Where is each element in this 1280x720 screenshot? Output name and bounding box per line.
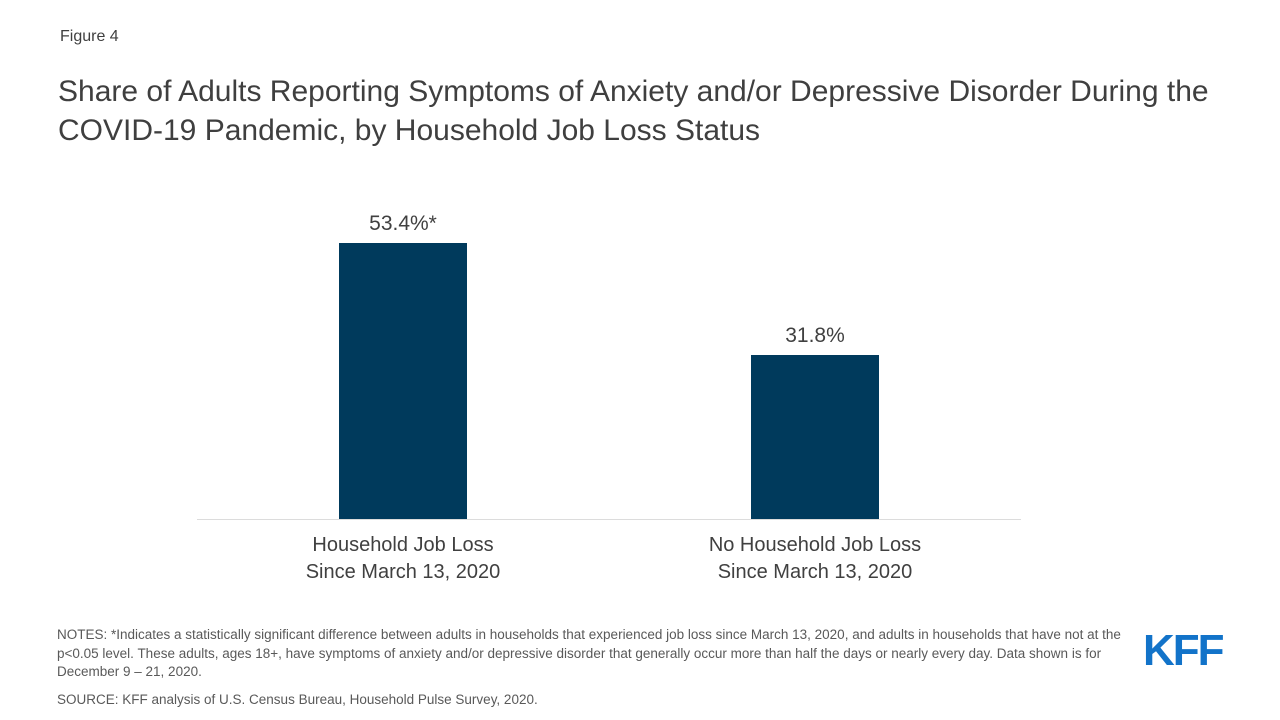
bar-value-label: 53.4%* <box>369 212 437 235</box>
chart-title: Share of Adults Reporting Symptoms of An… <box>58 75 1209 147</box>
notes-text: NOTES: *Indicates a statistically signif… <box>57 627 1121 679</box>
bar-chart-plot-area: 53.4%* 31.8% <box>197 210 1021 520</box>
bar-group-household-job-loss: 53.4%* <box>197 212 609 519</box>
x-axis-label-no-household-job-loss: No Household Job Loss Since March 13, 20… <box>708 534 922 583</box>
bar-no-household-job-loss <box>751 355 879 519</box>
figure-label: Figure 4 <box>60 28 119 45</box>
bar-value-label: 31.8% <box>785 324 845 347</box>
bar-household-job-loss <box>339 243 467 519</box>
source-text: SOURCE: KFF analysis of U.S. Census Bure… <box>57 692 538 707</box>
bar-group-no-household-job-loss: 31.8% <box>609 324 1021 519</box>
x-axis-label-household-job-loss: Household Job Loss Since March 13, 2020 <box>305 534 501 583</box>
x-axis-labels: Household Job Loss Since March 13, 2020 … <box>197 532 1021 586</box>
kff-logo: KFF <box>1143 626 1225 675</box>
